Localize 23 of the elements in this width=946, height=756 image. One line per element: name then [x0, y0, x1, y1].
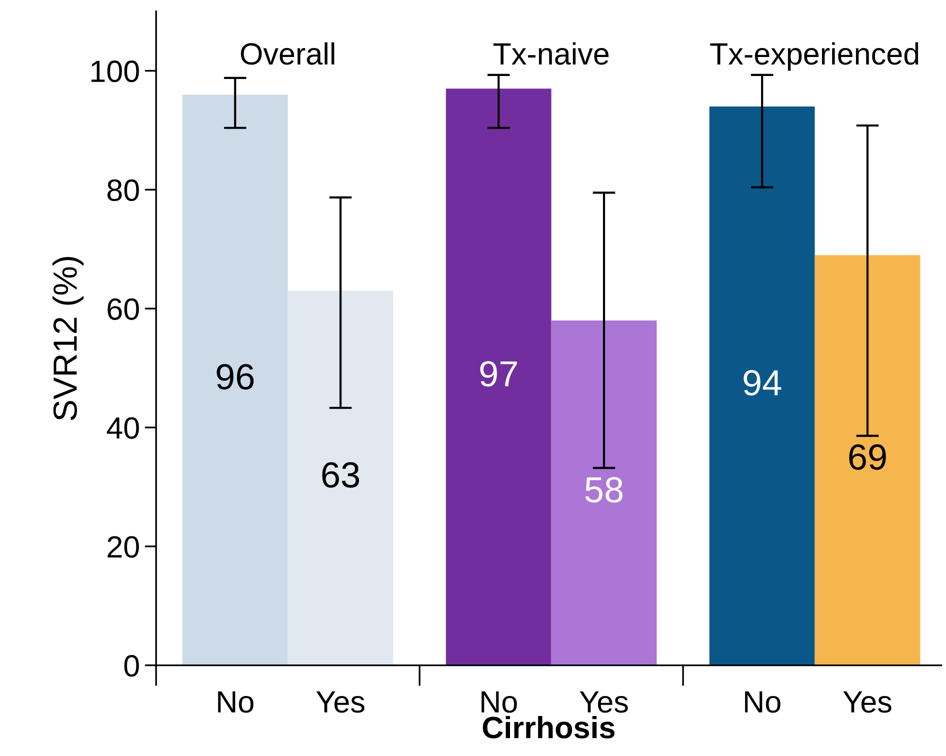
x-tick-label: Yes: [843, 691, 892, 713]
data-label: 94: [744, 370, 782, 396]
y-tick-label: 60: [108, 298, 139, 320]
y-tick-label: 80: [107, 179, 139, 202]
x-tick-label: No: [218, 691, 254, 713]
x-tick-label: No: [482, 691, 517, 713]
y-axis-title: SVR12 (%): [52, 257, 84, 420]
x-tick-label: No: [745, 691, 780, 713]
annotation: Tx-experienced: [710, 42, 918, 71]
y-tick-label: 0: [124, 655, 139, 677]
data-label: 69: [849, 444, 886, 470]
x-tick-label: Yes: [316, 691, 364, 713]
data-label: 58: [585, 477, 623, 503]
y-tick-label: 40: [106, 417, 139, 439]
data-label: 97: [480, 361, 517, 387]
y-tick-label: 20: [108, 536, 139, 558]
y-tick-label: 100: [91, 60, 139, 82]
x-tick-label: Yes: [580, 691, 628, 713]
data-label: 63: [322, 462, 360, 488]
x-axis-title: Cirrhosis: [482, 716, 614, 738]
annotation: Tx-naive: [493, 42, 609, 65]
annotation: Overall: [240, 42, 334, 65]
data-label: 96: [216, 364, 254, 390]
